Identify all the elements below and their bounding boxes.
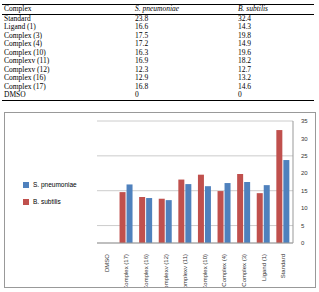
html-text:12.7: 12.7 [238, 64, 252, 74]
svg-text:35: 35 [301, 118, 308, 124]
html-text:13.2: 13.2 [238, 73, 252, 82]
svg-text:Ligand (1): Ligand (1) [261, 254, 267, 281]
svg-text:Complex (3): Complex (3) [241, 254, 247, 287]
svg-text:Complex (4): Complex (4) [221, 254, 227, 287]
svg-text:Complex (16): Complex (16) [143, 254, 149, 287]
html-text:Complex: Complex [4, 4, 32, 13]
html-text:17.2: 17.2 [135, 39, 149, 48]
html-text:Complex (17): Complex (17) [4, 81, 46, 91]
html-text:14.3: 14.3 [238, 22, 252, 31]
html-text:B. subtilis: B. subtilis [33, 198, 61, 205]
svg-text:25: 25 [301, 153, 308, 159]
html-text:12.9: 12.9 [135, 73, 149, 82]
svg-text:15: 15 [301, 188, 308, 194]
html-text:Complex (3): Complex (3) [4, 30, 43, 40]
html-text:17.5: 17.5 [135, 30, 149, 40]
svg-text:20: 20 [301, 170, 308, 176]
html-text:Complexv (11): Complexv (11) [4, 56, 50, 65]
html-text:19.8: 19.8 [238, 30, 252, 40]
html-text:19.6: 19.6 [238, 47, 252, 57]
html-text:B. subtilis: B. subtilis [238, 4, 268, 13]
html-text:S. pneumoniae: S. pneumoniae [135, 4, 180, 13]
html-text:16.6: 16.6 [135, 22, 149, 31]
svg-text:Complexv (12): Complexv (12) [163, 254, 169, 287]
svg-text:Standard: Standard [280, 254, 286, 278]
svg-text:Complexv (11): Complexv (11) [182, 254, 188, 287]
svg-text:0: 0 [301, 240, 305, 246]
html-text:DMSO: DMSO [4, 90, 26, 99]
html-text:0: 0 [135, 90, 139, 99]
svg-text:Complex (17): Complex (17) [123, 254, 129, 287]
html-text:12.3: 12.3 [135, 64, 149, 74]
svg-text:5: 5 [301, 223, 305, 229]
html-text:Complex (10): Complex (10) [4, 47, 46, 57]
html-text:16.9: 16.9 [135, 56, 149, 65]
svg-text:30: 30 [301, 136, 308, 142]
html-text:16.3: 16.3 [135, 47, 149, 57]
html-text:18.2: 18.2 [238, 56, 252, 65]
html-text:14.9: 14.9 [238, 39, 252, 48]
svg-text:Complex (10): Complex (10) [202, 254, 208, 287]
html-text:S. pneumoniae: S. pneumoniae [33, 181, 77, 188]
html-text:16.8: 16.8 [135, 81, 149, 91]
html-text:14.6: 14.6 [238, 81, 252, 91]
html-text:0: 0 [238, 90, 242, 99]
svg-text:10: 10 [301, 205, 308, 211]
svg-text:DMSO: DMSO [104, 254, 110, 272]
html-text:Ligand (1): Ligand (1) [4, 22, 36, 31]
html-text:Standard: Standard [4, 13, 31, 23]
html-text:23.8: 23.8 [135, 13, 149, 23]
html-text:32.4: 32.4 [238, 13, 252, 23]
html-text:Complex (16): Complex (16) [4, 73, 46, 82]
html-text:Complex (4): Complex (4) [4, 39, 43, 48]
html-text:Complexv (12): Complexv (12) [4, 64, 50, 74]
